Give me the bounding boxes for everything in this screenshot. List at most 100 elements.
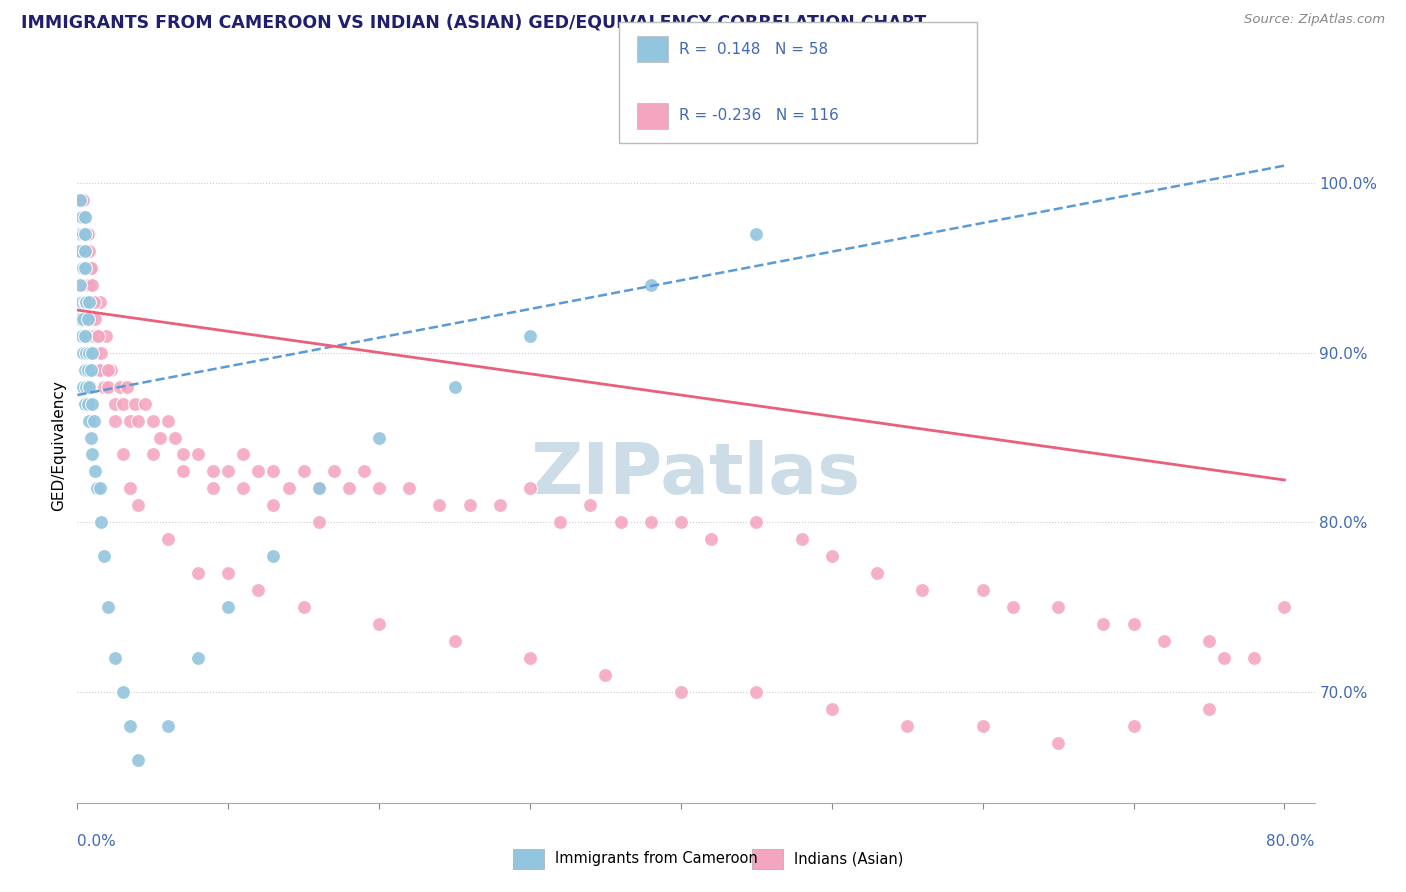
Point bbox=[72, 260, 94, 275]
Point bbox=[72, 379, 94, 393]
Point bbox=[745, 227, 768, 241]
Point bbox=[111, 448, 134, 462]
Point bbox=[669, 685, 692, 699]
Point bbox=[142, 448, 165, 462]
Point bbox=[73, 244, 96, 258]
Point bbox=[72, 311, 94, 326]
Point bbox=[821, 549, 844, 564]
Point bbox=[187, 651, 209, 665]
Point bbox=[120, 719, 142, 733]
Point bbox=[84, 311, 107, 326]
Point bbox=[156, 533, 179, 547]
Point bbox=[86, 362, 108, 376]
Point bbox=[82, 277, 104, 292]
Text: R = -0.236   N = 116: R = -0.236 N = 116 bbox=[679, 109, 839, 123]
Point bbox=[1047, 736, 1070, 750]
Point bbox=[82, 345, 104, 359]
Point bbox=[972, 719, 994, 733]
Point bbox=[156, 719, 179, 733]
Point bbox=[69, 244, 91, 258]
Point bbox=[72, 345, 94, 359]
Point bbox=[458, 499, 481, 513]
Point bbox=[90, 516, 112, 530]
Point bbox=[83, 294, 105, 309]
Point bbox=[96, 379, 118, 393]
Point bbox=[896, 719, 918, 733]
Point bbox=[247, 583, 270, 598]
Point bbox=[73, 294, 96, 309]
Point bbox=[232, 482, 254, 496]
Point bbox=[82, 448, 104, 462]
Point bbox=[866, 566, 889, 581]
Point bbox=[72, 227, 94, 241]
Point bbox=[263, 499, 285, 513]
Point bbox=[73, 362, 96, 376]
Point bbox=[548, 516, 571, 530]
Point bbox=[89, 294, 111, 309]
Point bbox=[100, 362, 122, 376]
Point bbox=[84, 465, 107, 479]
Point bbox=[609, 516, 631, 530]
Point bbox=[292, 600, 315, 615]
Point bbox=[79, 328, 101, 343]
Point bbox=[277, 482, 299, 496]
Point bbox=[73, 260, 96, 275]
Point bbox=[96, 600, 118, 615]
Point bbox=[1198, 634, 1220, 648]
Point bbox=[82, 396, 104, 410]
Point bbox=[217, 465, 239, 479]
Point bbox=[134, 396, 156, 410]
Point bbox=[398, 482, 420, 496]
Point bbox=[69, 277, 91, 292]
Point bbox=[79, 244, 101, 258]
Point bbox=[443, 634, 465, 648]
Point bbox=[1213, 651, 1236, 665]
Point bbox=[104, 651, 127, 665]
Point bbox=[82, 345, 104, 359]
Point bbox=[142, 413, 165, 427]
Point bbox=[69, 311, 91, 326]
Point bbox=[115, 379, 138, 393]
Y-axis label: GED/Equivalency: GED/Equivalency bbox=[51, 381, 66, 511]
Point bbox=[263, 465, 285, 479]
Text: Source: ZipAtlas.com: Source: ZipAtlas.com bbox=[1244, 13, 1385, 27]
Point bbox=[149, 430, 172, 444]
Point bbox=[80, 362, 103, 376]
Point bbox=[202, 465, 225, 479]
Point bbox=[187, 566, 209, 581]
Point bbox=[93, 379, 115, 393]
Point bbox=[69, 193, 91, 207]
Point bbox=[73, 210, 96, 224]
Point bbox=[73, 244, 96, 258]
Point bbox=[120, 482, 142, 496]
Point bbox=[94, 328, 117, 343]
Text: Indians (Asian): Indians (Asian) bbox=[794, 852, 904, 866]
Point bbox=[247, 465, 270, 479]
Point bbox=[77, 362, 100, 376]
Point bbox=[83, 328, 105, 343]
Point bbox=[75, 379, 97, 393]
Point bbox=[111, 685, 134, 699]
Point bbox=[104, 396, 127, 410]
Point bbox=[1001, 600, 1024, 615]
Point bbox=[77, 311, 100, 326]
Point bbox=[79, 345, 101, 359]
Point bbox=[127, 413, 149, 427]
Point bbox=[972, 583, 994, 598]
Point bbox=[1122, 719, 1144, 733]
Point bbox=[111, 396, 134, 410]
Point bbox=[70, 328, 93, 343]
Point bbox=[429, 499, 451, 513]
Point bbox=[322, 465, 344, 479]
Point bbox=[127, 753, 149, 767]
Point bbox=[232, 448, 254, 462]
Point bbox=[217, 600, 239, 615]
Point bbox=[70, 210, 93, 224]
Point bbox=[124, 396, 146, 410]
Point bbox=[108, 379, 131, 393]
Point bbox=[308, 516, 330, 530]
Point bbox=[80, 260, 103, 275]
Point bbox=[120, 413, 142, 427]
Point bbox=[353, 465, 375, 479]
Point bbox=[77, 311, 100, 326]
